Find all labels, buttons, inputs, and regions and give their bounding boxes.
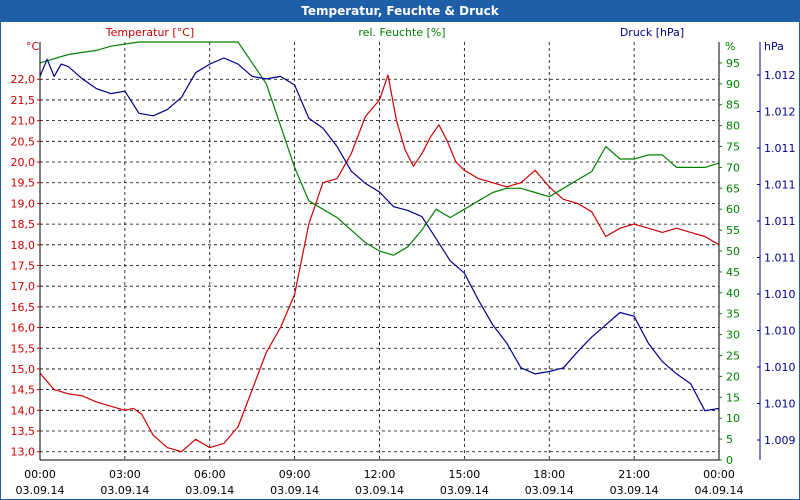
humidity-tick-label: 65 [726,182,740,195]
time-axis-ticks: 00:00 03.09.14 03:00 03.09.14 06:00 03.09.14 0… [16,468,744,497]
humidity-tick-label: 95 [726,57,740,70]
time-tick-label: 21:00 [618,468,650,481]
humidity-legend: rel. Feuchte [%] [358,26,445,39]
time-tick-label: 06:00 [194,468,226,481]
humidity-line [39,41,720,256]
pressure-tick-label: 1.011 [764,179,796,192]
date-tick-label: 03.09.14 [525,484,574,497]
humidity-unit: % [725,40,735,53]
time-tick-label: 18:00 [533,468,565,481]
date-tick-label: 03.09.14 [185,484,234,497]
time-tick-label: 09:00 [279,468,311,481]
pressure-tick-label: 1.012 [764,69,796,82]
pressure-tick-label: 1.011 [764,215,796,228]
temperature-axis-ticks: 22,0 21,5 21,0 20,5 20,0 19,5 19,0 18,5 18,0 17,5… [11,73,40,459]
window-title: Temperatur, Feuchte & Druck [0,0,800,22]
pressure-tick-label: 1.010 [764,325,796,338]
temperature-tick-label: 13,0 [11,446,36,459]
pressure-tick-label: 1.010 [764,361,796,374]
pressure-tick-label: 1.010 [764,288,796,301]
pressure-tick-label: 1.011 [764,142,796,155]
date-tick-label: 04.09.14 [695,484,744,497]
pressure-line [39,57,720,412]
temperature-tick-label: 20,5 [11,135,36,148]
time-tick-label: 00:00 [703,468,735,481]
humidity-tick-label: 10 [726,412,740,425]
humidity-tick-label: 5 [726,433,733,446]
temperature-tick-label: 18,0 [11,239,36,252]
humidity-tick-label: 15 [726,391,740,404]
temperature-tick-label: 15,5 [11,342,36,355]
date-tick-label: 03.09.14 [355,484,404,497]
date-tick-label: 03.09.14 [610,484,659,497]
humidity-tick-label: 45 [726,266,740,279]
temperature-tick-label: 21,0 [11,115,36,128]
humidity-tick-label: 75 [726,141,740,154]
pressure-tick-label: 1.011 [764,252,796,265]
temperature-tick-label: 18,5 [11,218,36,231]
date-tick-label: 03.09.14 [16,484,65,497]
humidity-tick-label: 40 [726,287,740,300]
time-tick-label: 03:00 [109,468,141,481]
humidity-tick-label: 20 [726,370,740,383]
temperature-tick-label: 22,0 [11,73,36,86]
humidity-tick-label: 85 [726,99,740,112]
time-tick-label: 00:00 [24,468,56,481]
temperature-tick-label: 19,5 [11,177,36,190]
temperature-tick-label: 16,0 [11,322,36,335]
pressure-axis-ticks: 1.012 1.012 1.011 1.011 1.011 1.011 1.010 1.010… [757,69,796,447]
temperature-tick-label: 14,5 [11,384,36,397]
temperature-legend: Temperatur [°C] [105,26,194,39]
humidity-tick-label: 25 [726,350,740,363]
pressure-tick-label: 1.009 [764,434,796,447]
pressure-tick-label: 1.010 [764,398,796,411]
date-tick-label: 03.09.14 [440,484,489,497]
temperature-tick-label: 15,0 [11,363,36,376]
chart-grid [40,42,719,460]
humidity-tick-label: 60 [726,203,740,216]
series-layer [39,41,720,453]
time-tick-label: 12:00 [364,468,396,481]
humidity-tick-label: 35 [726,308,740,321]
temperature-tick-label: 19,0 [11,197,36,210]
humidity-tick-label: 0 [726,454,733,467]
time-tick-label: 15:00 [449,468,481,481]
humidity-tick-label: 50 [726,245,740,258]
temperature-unit: °C [26,40,40,53]
temperature-tick-label: 20,0 [11,156,36,169]
humidity-tick-label: 90 [726,78,740,91]
humidity-tick-label: 70 [726,161,740,174]
temperature-tick-label: 16,5 [11,301,36,314]
pressure-unit: hPa [764,40,784,53]
humidity-tick-label: 55 [726,224,740,237]
pressure-tick-label: 1.012 [764,106,796,119]
temperature-tick-label: 17,0 [11,280,36,293]
temperature-line [39,74,720,453]
temperature-tick-label: 21,5 [11,94,36,107]
temperature-tick-label: 13,5 [11,425,36,438]
humidity-tick-label: 30 [726,329,740,342]
date-tick-label: 03.09.14 [100,484,149,497]
temperature-tick-label: 14,0 [11,404,36,417]
humidity-tick-label: 80 [726,120,740,133]
temperature-tick-label: 17,5 [11,259,36,272]
date-tick-label: 03.09.14 [270,484,319,497]
pressure-legend: Druck [hPa] [620,26,684,39]
